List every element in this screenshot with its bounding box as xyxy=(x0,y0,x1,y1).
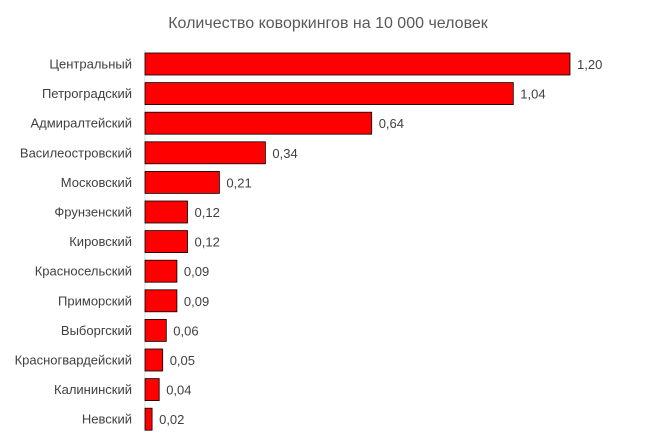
category-labels-group: Центральный Петроградский Адмиралтейский Ва… xyxy=(15,57,132,427)
value-labels-group: 1,20 1,04 0,64 0,34 0,21 0,12 0,12 0,09 0,09 0,06… xyxy=(159,57,602,427)
category-label: Кировский xyxy=(69,234,132,249)
category-label: Центральный xyxy=(49,57,132,72)
value-label: 1,20 xyxy=(577,57,602,72)
bar xyxy=(144,378,160,402)
bar xyxy=(144,348,164,372)
bar xyxy=(144,111,373,135)
bar xyxy=(144,289,178,313)
value-label: 0,21 xyxy=(226,175,251,190)
bar xyxy=(144,259,178,283)
category-label: Красносельский xyxy=(35,264,132,279)
value-label: 1,04 xyxy=(520,87,545,102)
bar xyxy=(144,318,167,342)
category-label: Красногвардейский xyxy=(15,353,132,368)
category-label: Петроградский xyxy=(42,86,132,101)
chart-title: Количество коворкингов на 10 000 человек xyxy=(168,15,489,32)
bar xyxy=(144,200,188,224)
value-label: 0,06 xyxy=(173,323,198,338)
bar xyxy=(144,170,220,194)
category-label: Калининский xyxy=(54,382,132,397)
value-label: 0,64 xyxy=(379,116,404,131)
bar xyxy=(144,407,153,431)
category-label: Выборгский xyxy=(61,323,132,338)
category-label: Адмиралтейский xyxy=(30,116,132,131)
value-label: 0,04 xyxy=(166,383,191,398)
bar xyxy=(144,230,188,254)
value-label: 0,34 xyxy=(272,146,297,161)
category-label: Фрунзенский xyxy=(54,205,132,220)
category-label: Невский xyxy=(82,412,132,427)
value-label: 0,09 xyxy=(184,294,209,309)
bar xyxy=(144,52,571,76)
value-label: 0,02 xyxy=(159,412,184,427)
value-label: 0,12 xyxy=(195,205,220,220)
bar xyxy=(144,141,266,165)
value-label: 0,05 xyxy=(170,353,195,368)
value-label: 0,12 xyxy=(195,235,220,250)
category-label: Приморский xyxy=(58,293,132,308)
value-label: 0,09 xyxy=(184,264,209,279)
bars-group xyxy=(144,52,571,431)
category-label: Московский xyxy=(61,175,132,190)
bar xyxy=(144,82,514,105)
category-label: Василеостровский xyxy=(20,145,132,160)
